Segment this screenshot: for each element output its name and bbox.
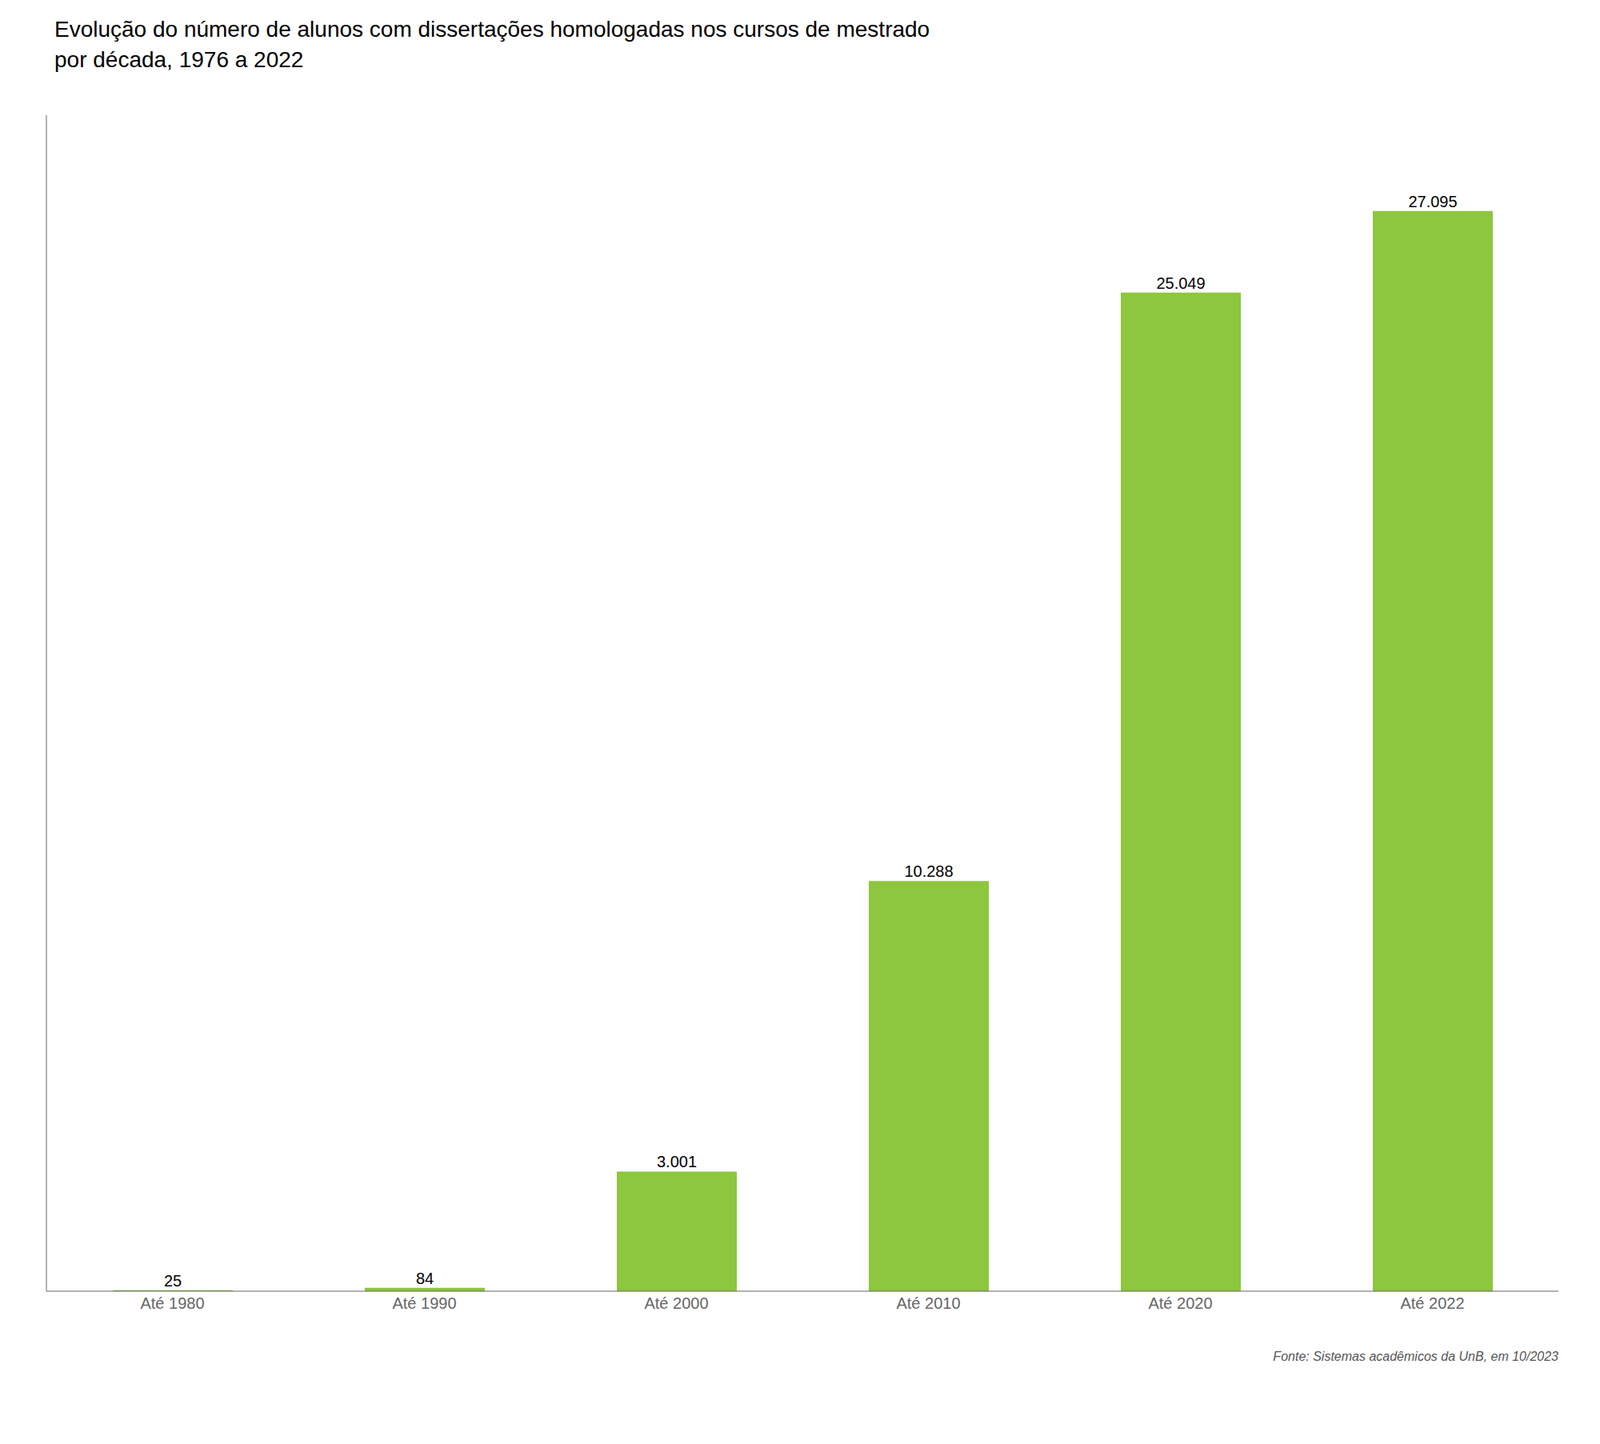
html-text:Evolução do número de alunos c: Evolução do número de alunos com dissert… [54,16,930,42]
svg-text:Até 2020: Até 2020 [1148,1294,1212,1312]
svg-text:3.001: 3.001 [656,1152,697,1171]
svg-text:Até 2010: Até 2010 [896,1294,960,1312]
svg-text:25: 25 [164,1272,182,1290]
svg-text:27.095: 27.095 [1408,192,1457,211]
svg-text:Até 2022: Até 2022 [1400,1294,1464,1312]
svg-text:84: 84 [416,1269,434,1288]
svg-text:Até 2000: Até 2000 [644,1294,708,1312]
svg-text:10.288: 10.288 [904,862,953,880]
svg-text:Até 1980: Até 1980 [140,1294,204,1312]
svg-text:Até 1990: Até 1990 [392,1294,456,1312]
html-text:por década, 1976 a 2022: por década, 1976 a 2022 [54,47,304,72]
html-text:Fonte: Sistemas acadêmicos da: Fonte: Sistemas acadêmicos da UnB, em 10… [1273,1349,1559,1364]
svg-text:25.049: 25.049 [1156,274,1205,292]
